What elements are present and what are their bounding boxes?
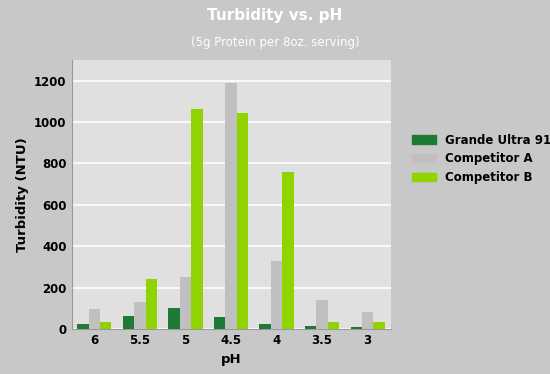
Y-axis label: Turbidity (NTU): Turbidity (NTU)	[15, 137, 29, 252]
Bar	[282, 172, 294, 329]
Bar	[77, 324, 89, 329]
Bar	[214, 317, 226, 329]
Bar	[123, 316, 134, 329]
Legend: Grande Ultra 9100, Competitor A, Competitor B: Grande Ultra 9100, Competitor A, Competi…	[408, 129, 550, 189]
Bar	[100, 322, 111, 329]
Bar	[260, 324, 271, 329]
Bar	[146, 279, 157, 329]
Bar	[362, 312, 373, 329]
Bar	[316, 300, 328, 329]
Bar	[305, 326, 316, 329]
Bar	[328, 322, 339, 329]
Bar	[236, 113, 248, 329]
Bar	[191, 108, 202, 329]
X-axis label: pH: pH	[221, 353, 241, 365]
Bar	[180, 278, 191, 329]
Bar	[168, 309, 180, 329]
Bar	[271, 261, 282, 329]
Bar	[351, 327, 362, 329]
Bar	[226, 83, 236, 329]
Bar	[134, 302, 146, 329]
Text: (5g Protein per 8oz. serving): (5g Protein per 8oz. serving)	[191, 36, 359, 49]
Text: Turbidity vs. pH: Turbidity vs. pH	[207, 8, 343, 23]
Bar	[89, 309, 100, 329]
Bar	[373, 322, 385, 329]
